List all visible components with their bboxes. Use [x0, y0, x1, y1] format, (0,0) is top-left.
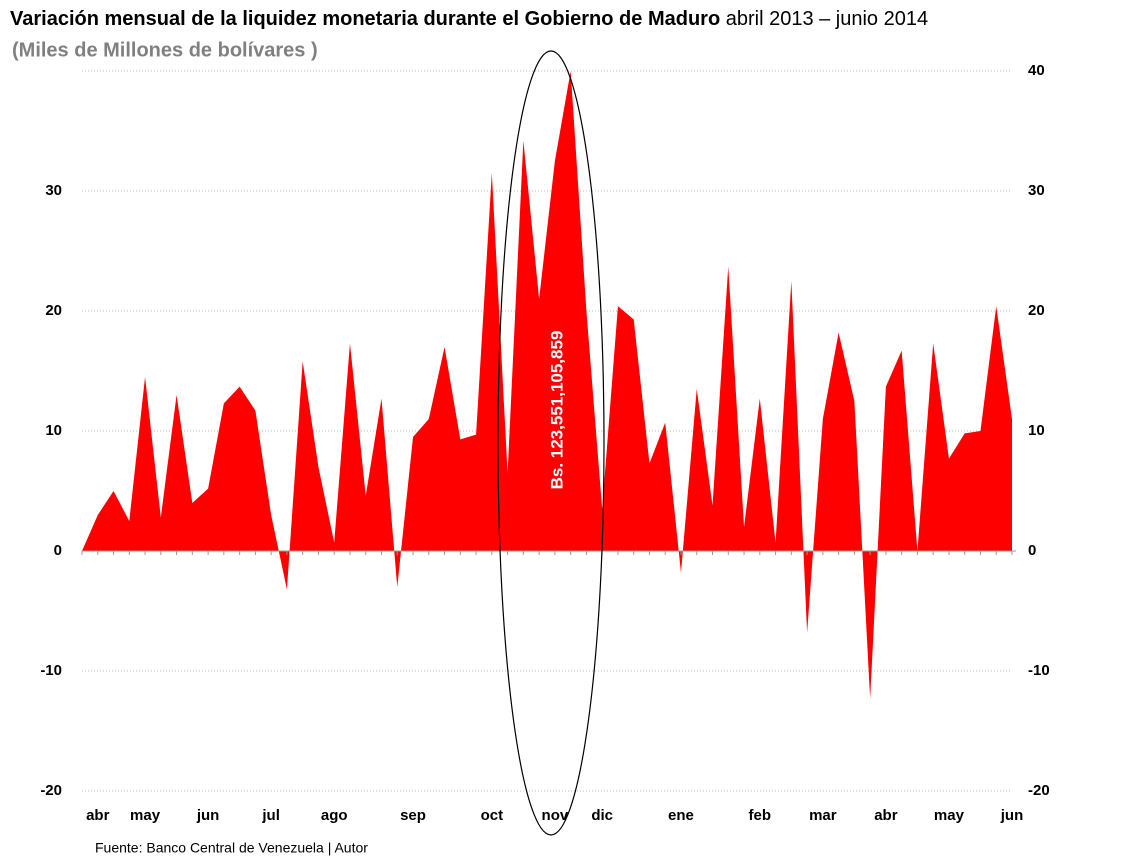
x-tick-label: jun: [196, 807, 220, 824]
y-tick-label: -10: [40, 662, 62, 679]
y-tick-label: 20: [45, 302, 62, 319]
highlight-ellipse: [497, 50, 605, 836]
x-tick-label: ene: [668, 807, 694, 824]
y-tick-label: 10: [45, 422, 62, 439]
x-tick-label: sep: [400, 807, 426, 824]
x-tick-label: jun: [1000, 807, 1024, 824]
chart-title: Variación mensual de la liquidez monetar…: [10, 8, 928, 30]
x-tick-label: abr: [86, 807, 110, 824]
chart-subtitle: (Miles de Millones de bolívares ): [12, 39, 318, 61]
y2-tick-label: -20: [1028, 782, 1050, 799]
y-tick-label: 30: [45, 182, 62, 199]
y2-tick-label: 0: [1028, 542, 1036, 559]
x-tick-label: mar: [809, 807, 837, 824]
y2-tick-label: -10: [1028, 662, 1050, 679]
x-tick-label: may: [934, 807, 965, 824]
y2-tick-label: 30: [1028, 182, 1045, 199]
y-tick-label: 0: [54, 542, 62, 559]
y2-tick-label: 20: [1028, 302, 1045, 319]
x-tick-label: nov: [542, 807, 569, 824]
x-tick-label: dic: [591, 807, 613, 824]
title-period: abril 2013 – junio 2014: [726, 8, 928, 30]
y2-tick-label: 40: [1028, 62, 1045, 79]
title-main: Variación mensual de la liquidez monetar…: [10, 8, 720, 30]
source: Fuente: Banco Central de Venezuela | Aut…: [95, 840, 368, 856]
x-tick-label: ago: [321, 807, 348, 824]
annotation: Bs. 123,551,105,859: [547, 331, 566, 490]
x-tick-label: feb: [749, 807, 772, 824]
plot-area: -20 -10 0 10 20 30 40 -20 -10 0 10 20 30 abr may jun jul…: [40, 62, 1049, 824]
y-tick-label: -20: [40, 782, 62, 799]
x-tick-label: may: [130, 807, 161, 824]
x-tick-label: oct: [481, 807, 504, 824]
x-tick-label: abr: [874, 807, 898, 824]
area: [82, 71, 1012, 699]
y2-tick-label: 10: [1028, 422, 1045, 439]
x-tick-label: jul: [261, 807, 280, 824]
